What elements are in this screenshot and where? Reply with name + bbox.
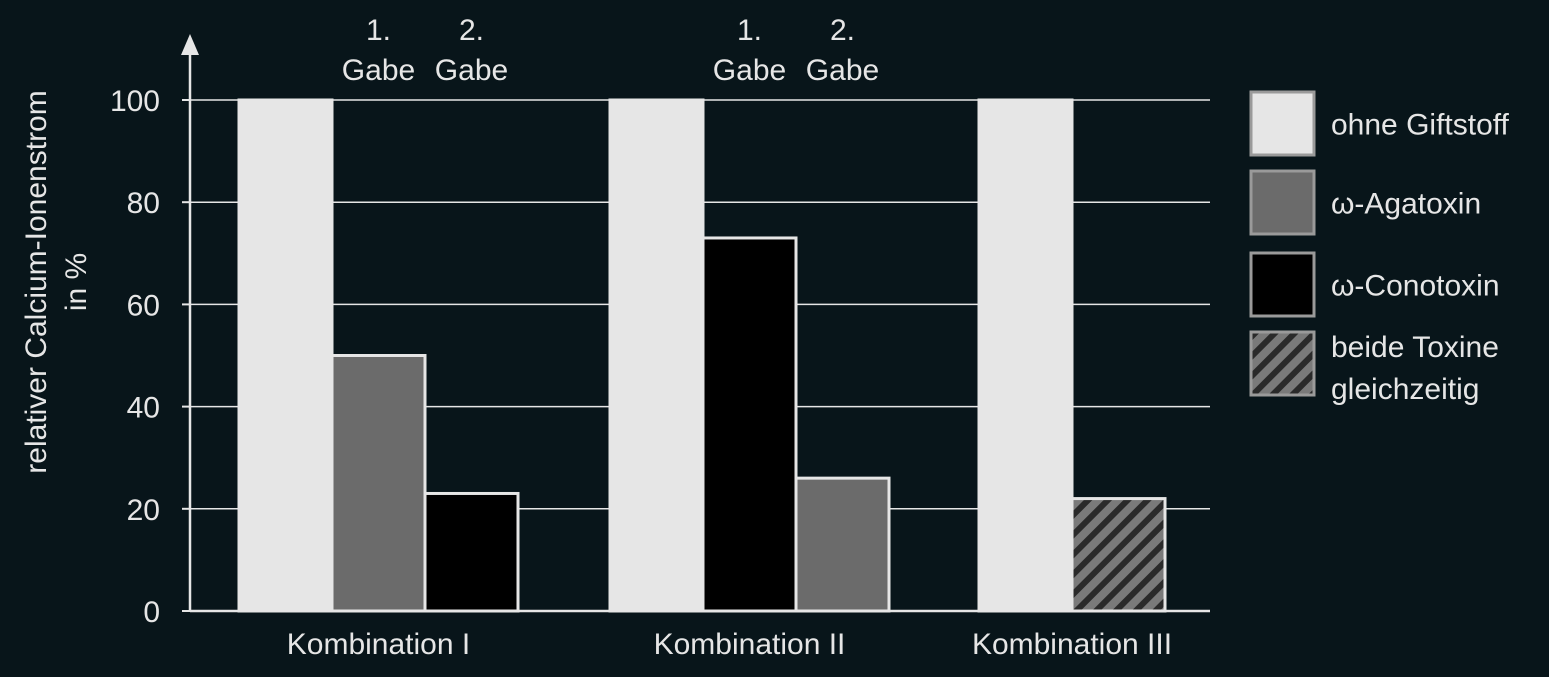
bar-annotation-gabe: Gabe [806,54,879,87]
bar-cono [423,491,520,613]
bar-annotation-gabe: Gabe [713,54,786,87]
y-axis-arrow [181,34,199,55]
bar-annotation-number: 2. [830,14,855,47]
axes [181,34,1210,613]
bar-annotation-gabe: Gabe [435,54,508,87]
legend-swatch-beide [1249,330,1316,397]
y-tick-label: 0 [143,596,160,629]
bar-cono [701,236,798,613]
legend-label-cono: ω-Conotoxin [1331,270,1500,303]
x-category-label: Kombination I [287,628,470,661]
legend-swatch-cono [1249,251,1316,318]
bar-ohne [608,98,705,613]
bar-annotation-number: 2. [459,14,484,47]
y-tick-label: 20 [127,494,160,527]
legend-swatch-ohne [1249,90,1316,157]
y-axis-label: relativer Calcium-Ionenstrom [20,90,53,473]
bar-aga [794,476,891,613]
y-axis-label-unit: in % [60,253,93,311]
legend-label-ohne: ohne Giftstoff [1331,109,1510,142]
legend-label-beide-line1: beide Toxine [1331,331,1499,364]
bar-annotation-gabe: Gabe [342,54,415,87]
bar-aga [330,354,427,613]
legend: ohne Giftstoff ω-Agatoxin ω-Conotoxin beide… [1249,90,1510,406]
bar-annotation-number: 1. [737,14,762,47]
legend-label-aga: ω-Agatoxin [1331,188,1481,221]
y-tick-label: 40 [127,392,160,425]
legend-swatch-aga [1249,169,1316,236]
y-tick-label: 100 [110,85,160,118]
y-tick-label: 80 [127,187,160,220]
legend-label-beide-line2: gleichzeitig [1331,373,1479,406]
y-tick-label: 60 [127,289,160,322]
bars [237,98,1167,613]
bar-annotation-number: 1. [366,14,391,47]
bar-beide [1070,497,1167,613]
x-category-label: Kombination II [654,628,846,661]
bar-ohne [977,98,1074,613]
x-category-label: Kombination III [972,628,1172,661]
labels: 0 20 40 60 80 100 1. Gabe 2. Gabe Kombination I 1. G… [20,14,1172,661]
bar-ohne [237,98,334,613]
